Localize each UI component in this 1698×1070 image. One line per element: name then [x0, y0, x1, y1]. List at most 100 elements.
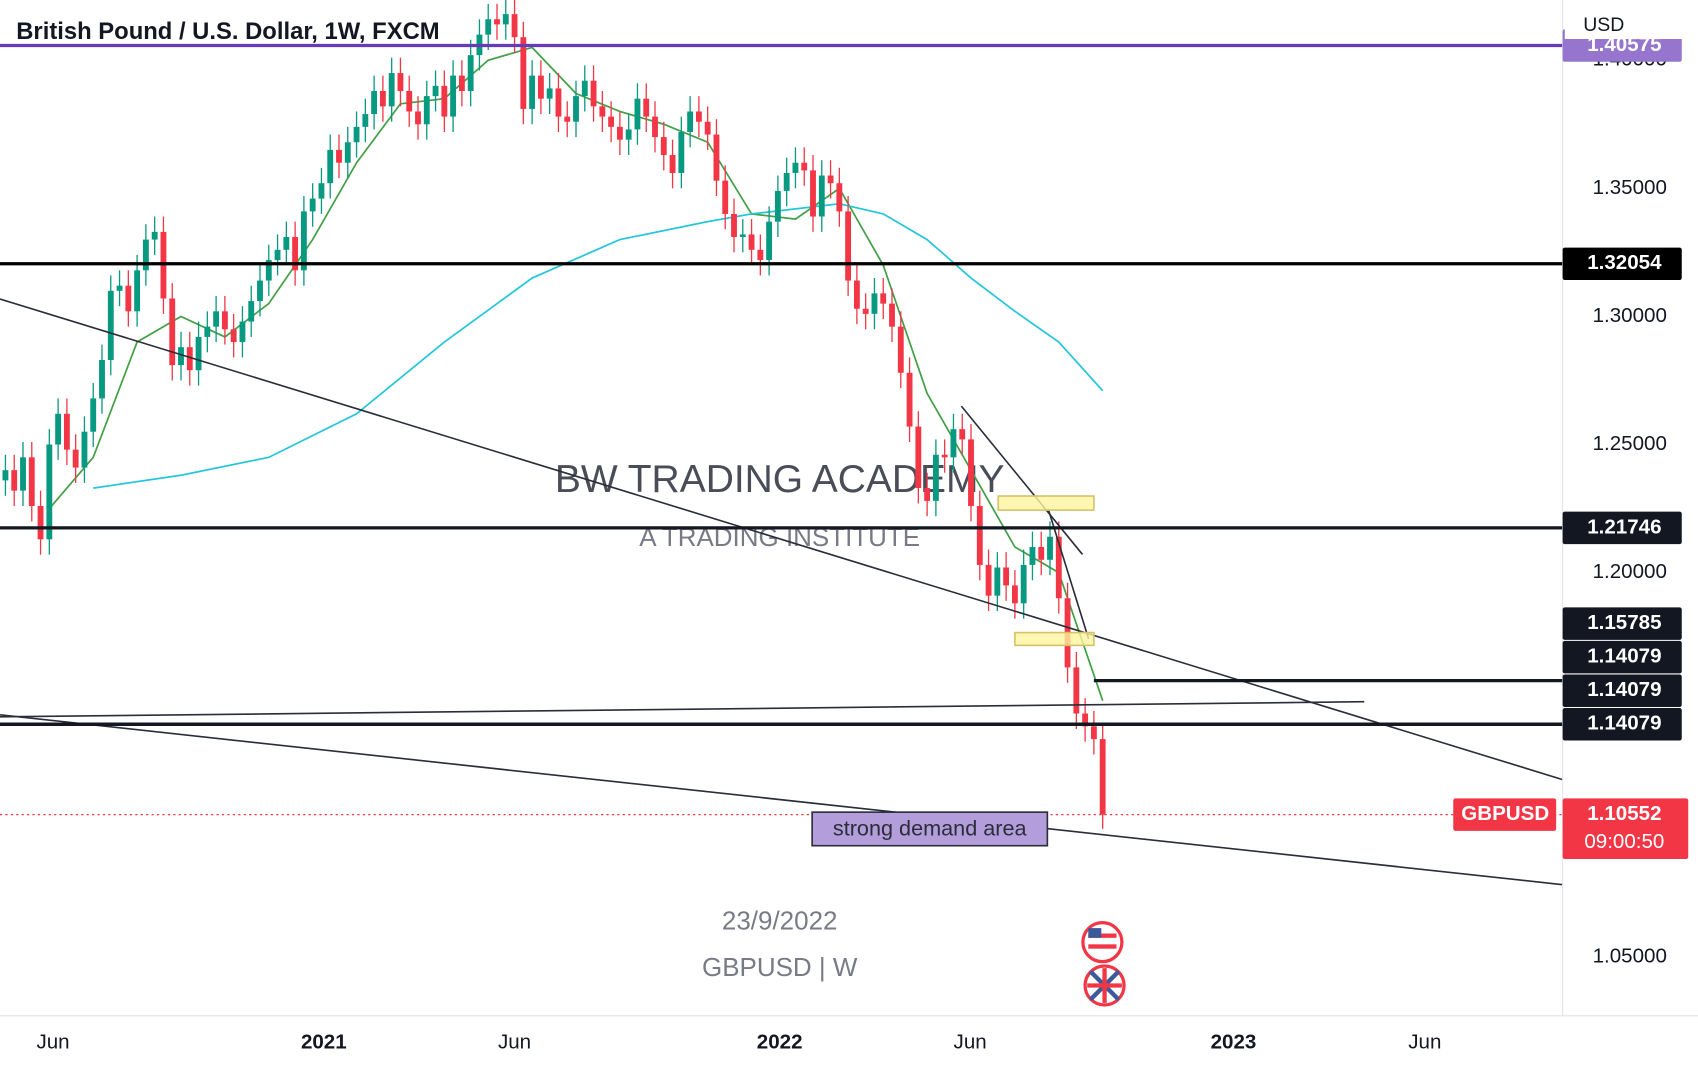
trend-line: [1047, 508, 1090, 640]
candle-body: [687, 111, 694, 132]
candle-body: [292, 237, 299, 271]
candle-body: [221, 311, 228, 330]
candle-body: [300, 211, 307, 271]
highlight-box: [997, 495, 1095, 511]
candle-body: [458, 75, 465, 91]
last-price: 1.10552: [1587, 802, 1661, 825]
price-label-bg: [1562, 511, 1682, 545]
candle-body: [204, 326, 211, 337]
candle-body: [880, 293, 887, 304]
candle-body: [810, 170, 816, 217]
candle-body: [265, 260, 272, 281]
candle-body: [862, 308, 869, 314]
candle-body: [827, 175, 834, 184]
candle-body: [783, 172, 790, 191]
candle-body: [766, 221, 773, 261]
candle-body: [283, 237, 290, 250]
x-tick-label: 2021: [301, 1030, 347, 1053]
candle-body: [529, 75, 536, 109]
candle-body: [818, 175, 825, 217]
countdown: 09:00:50: [1584, 830, 1664, 853]
candle-body: [1029, 546, 1036, 565]
chart-title: British Pound / U.S. Dollar, 1W, FXCM: [16, 18, 439, 45]
candle-body: [739, 234, 746, 238]
price-label: 1.14079: [1587, 645, 1661, 668]
candle-body: [968, 439, 974, 507]
candle-body: [616, 126, 623, 140]
candle-body: [450, 75, 457, 117]
candle-body: [959, 429, 966, 440]
flag-stripe: [1088, 944, 1117, 949]
candle-body: [976, 506, 983, 565]
candle-body: [415, 111, 421, 125]
candle-body: [1047, 536, 1053, 560]
candle-body: [731, 213, 737, 238]
candle-body: [652, 116, 658, 138]
candle-body: [151, 231, 158, 240]
price-label-bg: [1562, 674, 1682, 707]
price-label: 1.15785: [1587, 611, 1661, 634]
candle-body: [20, 457, 26, 491]
candle-body: [590, 80, 597, 107]
candle-body: [985, 564, 992, 596]
candle-body: [55, 413, 62, 445]
currency: USD: [1583, 14, 1624, 36]
candle-body: [344, 142, 351, 163]
candle-body: [213, 311, 220, 327]
overlay: strong demand area: [811, 811, 1049, 847]
candle-body: [792, 162, 799, 173]
candle-body: [994, 567, 1001, 596]
candle-body: [748, 234, 755, 250]
candle-body: [72, 449, 79, 468]
candle-body: [63, 413, 70, 450]
candle-body: [107, 290, 114, 360]
price-label: 1.14079: [1587, 678, 1661, 701]
candle-body: [906, 372, 913, 427]
date-text: 23/9/2022: [722, 906, 838, 936]
candle-body: [467, 55, 474, 91]
candle-body: [336, 149, 342, 163]
candle-body: [195, 336, 202, 371]
candle-body: [397, 73, 404, 91]
candle-body: [695, 111, 702, 122]
candle-body: [441, 85, 448, 117]
candle-body: [555, 88, 562, 117]
trend-line: [0, 700, 1365, 718]
candle-body: [178, 347, 184, 366]
y-tick-label: 1.20000: [1593, 560, 1667, 583]
last-price-bg: [1562, 798, 1689, 860]
trend-line: [0, 713, 1563, 886]
candle-body: [1003, 567, 1010, 586]
candle-body: [142, 239, 149, 271]
candle-body: [134, 270, 141, 312]
candle-body: [90, 398, 97, 432]
candle-body: [1073, 667, 1080, 714]
candle-body: [757, 249, 764, 261]
symbol-label: GBPUSD: [1461, 802, 1549, 825]
candle-body: [1055, 536, 1062, 599]
candle-body: [573, 96, 579, 122]
candle-body: [871, 293, 878, 314]
candle-body: [801, 162, 808, 171]
candle-body: [520, 37, 527, 109]
symbol-text: GBPUSD | W: [702, 952, 858, 982]
event-icons: [1081, 921, 1126, 1007]
candle-body: [599, 106, 606, 117]
candle-body: [186, 347, 193, 371]
candle-body: [546, 88, 553, 99]
candle-body: [564, 116, 571, 122]
candle-body: [485, 19, 492, 35]
candle-body: [353, 126, 360, 143]
candle-body: [608, 116, 615, 127]
candle-body: [643, 98, 650, 117]
candle-body: [423, 96, 430, 125]
candle-body: [1011, 585, 1018, 604]
x-tick-label: 2022: [757, 1030, 803, 1053]
candle-body: [28, 457, 35, 507]
candle-body: [99, 359, 105, 399]
candle-body: [230, 329, 237, 343]
candle-body: [1020, 564, 1027, 604]
y-tick-label: 1.05000: [1593, 944, 1667, 967]
candle-body: [318, 183, 325, 199]
candle-body: [713, 134, 720, 181]
